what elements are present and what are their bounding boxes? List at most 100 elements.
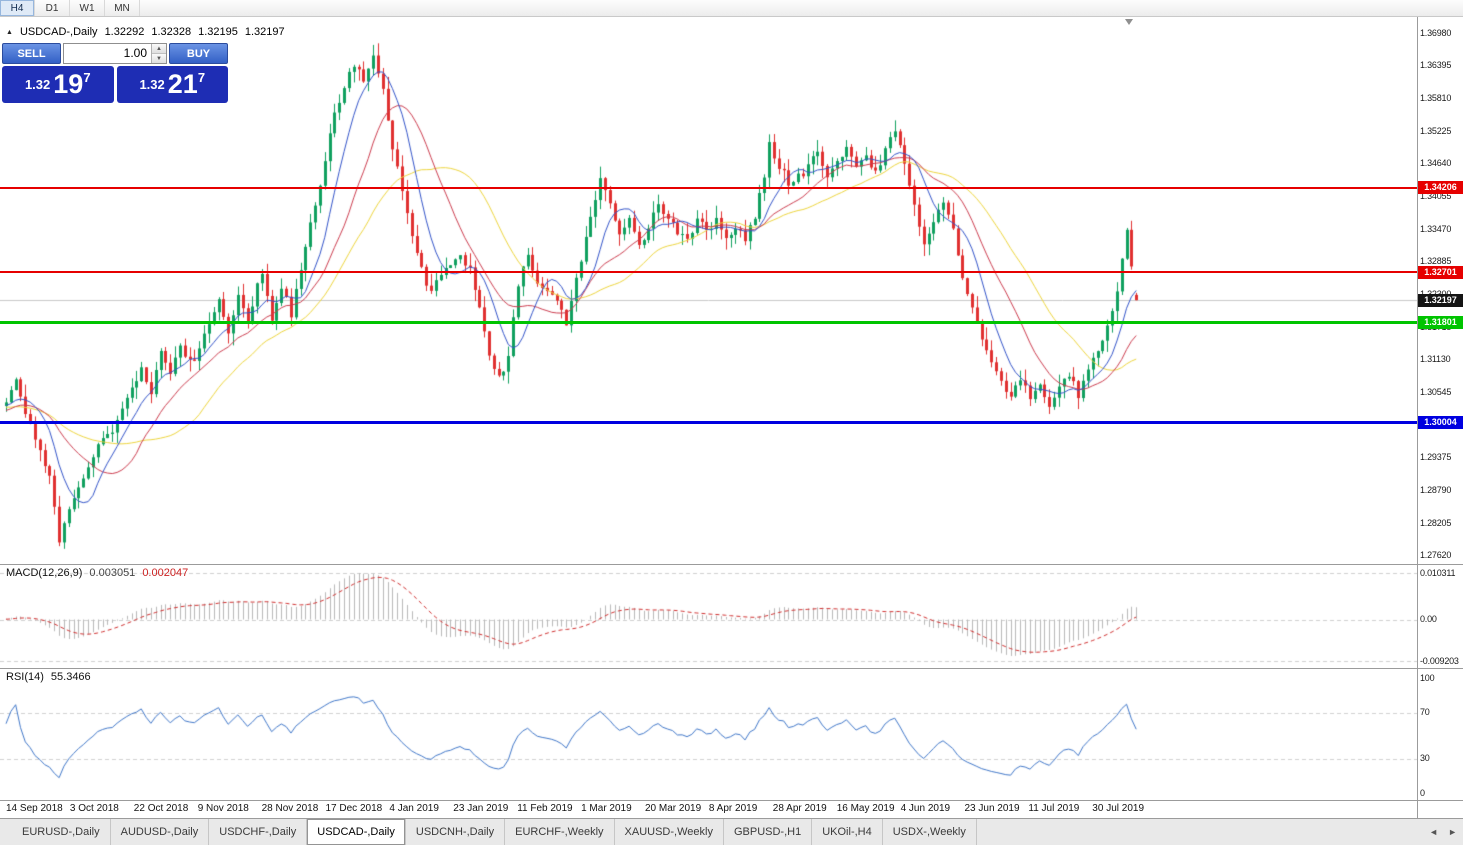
spinner-up-icon[interactable]: ▲ (152, 44, 166, 54)
current-price-label: 1.32197 (1418, 293, 1463, 307)
timeframe-button-mn[interactable]: MN (105, 0, 140, 16)
support-line-green-label: 1.31801 (1418, 315, 1463, 329)
symbol-tab-audusd[interactable]: AUDUSD-,Daily (111, 819, 210, 845)
sell-button[interactable]: SELL (2, 43, 61, 64)
date-axis: 14 Sep 2018 3 Oct 2018 22 Oct 2018 9 Nov 20… (0, 800, 1417, 818)
price-axis-label: 1.28790 (1420, 485, 1452, 496)
price-axis-label: 1.29375 (1420, 452, 1452, 463)
buy-price-big: 21 (167, 69, 198, 99)
sell-price-big: 19 (53, 69, 84, 99)
macd-main-value: 0.003051 (89, 567, 136, 579)
buy-price-display[interactable]: 1.32 21 7 (116, 66, 228, 103)
date-axis-label: 4 Jun 2019 (900, 803, 951, 814)
price-axis-label: 1.34055 (1420, 190, 1452, 201)
ohlc-open: 1.32292 (104, 26, 145, 38)
tab-scroll-right-icon[interactable]: ► (1448, 827, 1457, 837)
price-axis-label: 1.27620 (1420, 550, 1452, 561)
rsi-axis-label: 0 (1420, 787, 1425, 798)
symbol-tab-usdx[interactable]: USDX-,Weekly (883, 819, 977, 845)
timeframe-button-h4[interactable]: H4 (0, 0, 35, 16)
symbol-tab-ukoil[interactable]: UKOil-,H4 (812, 819, 883, 845)
chart-date-separator (0, 800, 1463, 801)
price-axis-label: 1.36980 (1420, 27, 1452, 38)
price-axis-label: 1.36395 (1420, 60, 1452, 71)
timeframe-button-w1[interactable]: W1 (70, 0, 105, 16)
resistance-line-2-label: 1.32701 (1418, 265, 1463, 279)
symbol-tab-usdcnh[interactable]: USDCNH-,Daily (406, 819, 506, 845)
sell-price-sup: 7 (83, 70, 91, 85)
price-axis-separator (1417, 17, 1418, 818)
price-axis-label: 1.34640 (1420, 158, 1452, 169)
trade-controls-row: SELL 1.00 ▲ ▼ BUY (2, 43, 228, 64)
rsi-name: RSI(14) (6, 671, 44, 683)
rsi-label: RSI(14) 55.3466 (6, 671, 91, 683)
symbol-tab-usdcad[interactable]: USDCAD-,Daily (307, 819, 406, 845)
price-axis-label: 1.31130 (1420, 354, 1451, 365)
chart-symbol-label: USDCAD-,Daily (19, 26, 98, 38)
price-axis-label: 1.32885 (1420, 256, 1452, 267)
ohlc-close: 1.32197 (244, 26, 285, 38)
date-axis-label: 3 Oct 2018 (69, 803, 119, 814)
macd-rsi-separator[interactable] (0, 668, 1463, 669)
rsi-axis-label: 30 (1420, 753, 1430, 763)
price-axis-label: 1.35810 (1420, 92, 1452, 103)
date-axis-label: 30 Jul 2019 (1092, 803, 1145, 814)
rsi-axis-label: 100 (1420, 672, 1435, 683)
symbol-tab-xauusd[interactable]: XAUUSD-,Weekly (615, 819, 724, 845)
main-macd-separator[interactable] (0, 564, 1463, 565)
resistance-line-1-label: 1.34206 (1418, 181, 1463, 195)
buy-price-prefix: 1.32 (139, 77, 165, 92)
symbol-tabs: EURUSD-,Daily AUDUSD-,Daily USDCHF-,Daily U… (12, 819, 977, 845)
date-axis-label: 28 Apr 2019 (772, 803, 827, 814)
symbol-tab-gbpusd[interactable]: GBPUSD-,H1 (724, 819, 813, 845)
macd-label: MACD(12,26,9) 0.003051 0.002047 (6, 567, 188, 579)
resistance-line-1[interactable] (0, 186, 1417, 189)
symbol-tab-usdchf[interactable]: USDCHF-,Daily (209, 819, 308, 845)
date-axis-label: 16 May 2019 (836, 803, 895, 814)
date-axis-label: 11 Feb 2019 (517, 803, 573, 814)
sell-price-display[interactable]: 1.32 19 7 (2, 66, 114, 103)
price-axis-label: 1.35225 (1420, 125, 1452, 136)
timeframe-button-d1[interactable]: D1 (35, 0, 70, 16)
date-axis-label: 28 Nov 2018 (261, 803, 319, 814)
price-axis-label: 1.30545 (1420, 386, 1452, 397)
symbol-tab-eurusd[interactable]: EURUSD-,Daily (12, 819, 111, 845)
trade-prices-row: 1.32 19 7 1.32 21 7 (2, 66, 228, 103)
timeframe-toolbar: H4 D1 W1 MN (0, 0, 1463, 17)
date-axis-label: 23 Jan 2019 (453, 803, 509, 814)
triangle-icon: ▲ (6, 28, 13, 36)
volume-input[interactable]: 1.00 ▲ ▼ (63, 43, 167, 64)
date-axis-label: 23 Jun 2019 (964, 803, 1020, 814)
date-axis-label: 1 Mar 2019 (581, 803, 632, 814)
macd-signal-value: 0.002047 (142, 567, 189, 579)
price-axis-label: 1.33470 (1420, 223, 1452, 234)
tab-scroll-controls: ◄ ► (1429, 819, 1457, 845)
ohlc-high: 1.32328 (151, 26, 192, 38)
chart-shift-marker-icon[interactable] (1125, 19, 1133, 25)
support-line-blue[interactable] (0, 421, 1417, 425)
sell-price-prefix: 1.32 (24, 77, 51, 92)
buy-button[interactable]: BUY (169, 43, 228, 64)
volume-value[interactable]: 1.00 (123, 46, 147, 60)
macd-axis-label: 0.010311 (1420, 567, 1456, 578)
tab-scroll-left-icon[interactable]: ◄ (1429, 827, 1439, 837)
rsi-axis-label: 70 (1420, 707, 1430, 717)
resistance-line-2[interactable] (0, 271, 1417, 274)
macd-canvas[interactable] (0, 565, 1417, 668)
buy-price-sup: 7 (197, 70, 206, 85)
date-axis-label: 14 Sep 2018 (6, 803, 63, 814)
date-axis-label: 22 Oct 2018 (133, 803, 189, 814)
rsi-canvas[interactable] (0, 669, 1417, 800)
spinner-down-icon[interactable]: ▼ (152, 54, 166, 63)
date-axis-label: 8 Apr 2019 (708, 803, 758, 814)
symbol-tab-eurchf[interactable]: EURCHF-,Weekly (505, 819, 615, 845)
macd-axis-label: 0.00 (1420, 614, 1437, 624)
date-axis-label: 11 Jul 2019 (1028, 803, 1080, 814)
ohlc-low: 1.32195 (198, 26, 238, 38)
date-axis-label: 20 Mar 2019 (645, 803, 702, 814)
date-axis-label: 4 Jan 2019 (389, 803, 439, 814)
main-price-canvas[interactable] (0, 17, 1417, 564)
symbol-tab-bar: EURUSD-,Daily AUDUSD-,Daily USDCHF-,Daily U… (0, 819, 1463, 845)
support-line-green[interactable] (0, 320, 1417, 324)
